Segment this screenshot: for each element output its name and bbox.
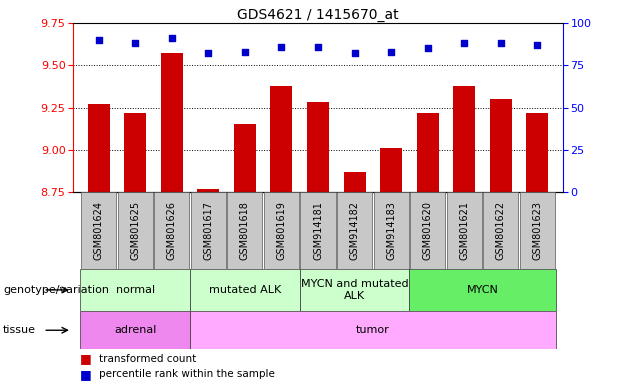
Point bbox=[349, 50, 359, 56]
Text: mutated ALK: mutated ALK bbox=[209, 285, 281, 295]
Text: percentile rank within the sample: percentile rank within the sample bbox=[99, 369, 275, 379]
Bar bbox=[483, 192, 518, 269]
Text: genotype/variation: genotype/variation bbox=[3, 285, 109, 295]
Point bbox=[93, 37, 104, 43]
Bar bbox=[80, 269, 190, 311]
Bar bbox=[300, 192, 336, 269]
Bar bbox=[446, 192, 481, 269]
Bar bbox=[227, 192, 263, 269]
Bar bbox=[343, 172, 366, 192]
Bar bbox=[410, 192, 445, 269]
Bar bbox=[161, 53, 183, 192]
Text: GSM801624: GSM801624 bbox=[93, 201, 104, 260]
Bar bbox=[453, 86, 475, 192]
Bar bbox=[80, 311, 190, 349]
Point bbox=[204, 50, 214, 56]
Point bbox=[532, 42, 543, 48]
Text: GSM801623: GSM801623 bbox=[532, 201, 543, 260]
Bar bbox=[264, 192, 299, 269]
Bar bbox=[373, 192, 409, 269]
Bar bbox=[118, 192, 153, 269]
Text: GSM801618: GSM801618 bbox=[240, 201, 250, 260]
Text: GSM801621: GSM801621 bbox=[459, 201, 469, 260]
Text: GSM801622: GSM801622 bbox=[495, 201, 506, 260]
Text: GSM801620: GSM801620 bbox=[423, 201, 432, 260]
Title: GDS4621 / 1415670_at: GDS4621 / 1415670_at bbox=[237, 8, 399, 22]
Bar bbox=[190, 269, 300, 311]
Bar bbox=[197, 189, 219, 192]
Bar bbox=[417, 113, 439, 192]
Bar bbox=[410, 269, 556, 311]
Point bbox=[313, 44, 323, 50]
Bar bbox=[520, 192, 555, 269]
Bar bbox=[527, 113, 548, 192]
Text: tumor: tumor bbox=[356, 325, 390, 335]
Bar bbox=[191, 192, 226, 269]
Bar bbox=[337, 192, 372, 269]
Bar bbox=[300, 269, 410, 311]
Bar bbox=[88, 104, 109, 192]
Point bbox=[459, 40, 469, 46]
Bar bbox=[124, 113, 146, 192]
Point bbox=[277, 44, 287, 50]
Text: ■: ■ bbox=[80, 353, 91, 366]
Text: GSM801619: GSM801619 bbox=[277, 201, 286, 260]
Text: GSM801617: GSM801617 bbox=[204, 201, 213, 260]
Text: MYCN: MYCN bbox=[467, 285, 499, 295]
Bar bbox=[81, 192, 116, 269]
Bar bbox=[380, 148, 402, 192]
Text: GSM801626: GSM801626 bbox=[167, 201, 177, 260]
Text: GSM914183: GSM914183 bbox=[386, 201, 396, 260]
Text: adrenal: adrenal bbox=[114, 325, 156, 335]
Bar bbox=[234, 124, 256, 192]
Bar bbox=[307, 103, 329, 192]
Text: ■: ■ bbox=[80, 368, 91, 381]
Point bbox=[386, 49, 396, 55]
Point bbox=[240, 49, 250, 55]
Point bbox=[495, 40, 506, 46]
Text: normal: normal bbox=[116, 285, 155, 295]
Bar bbox=[270, 86, 293, 192]
Point bbox=[130, 40, 141, 46]
Bar bbox=[155, 192, 190, 269]
Text: GSM801625: GSM801625 bbox=[130, 201, 141, 260]
Text: GSM914181: GSM914181 bbox=[313, 201, 323, 260]
Point bbox=[422, 45, 432, 51]
Text: MYCN and mutated
ALK: MYCN and mutated ALK bbox=[301, 279, 408, 301]
Text: GSM914182: GSM914182 bbox=[350, 201, 359, 260]
Bar bbox=[490, 99, 512, 192]
Point bbox=[167, 35, 177, 41]
Text: transformed count: transformed count bbox=[99, 354, 196, 364]
Bar bbox=[190, 311, 556, 349]
Text: tissue: tissue bbox=[3, 325, 36, 335]
